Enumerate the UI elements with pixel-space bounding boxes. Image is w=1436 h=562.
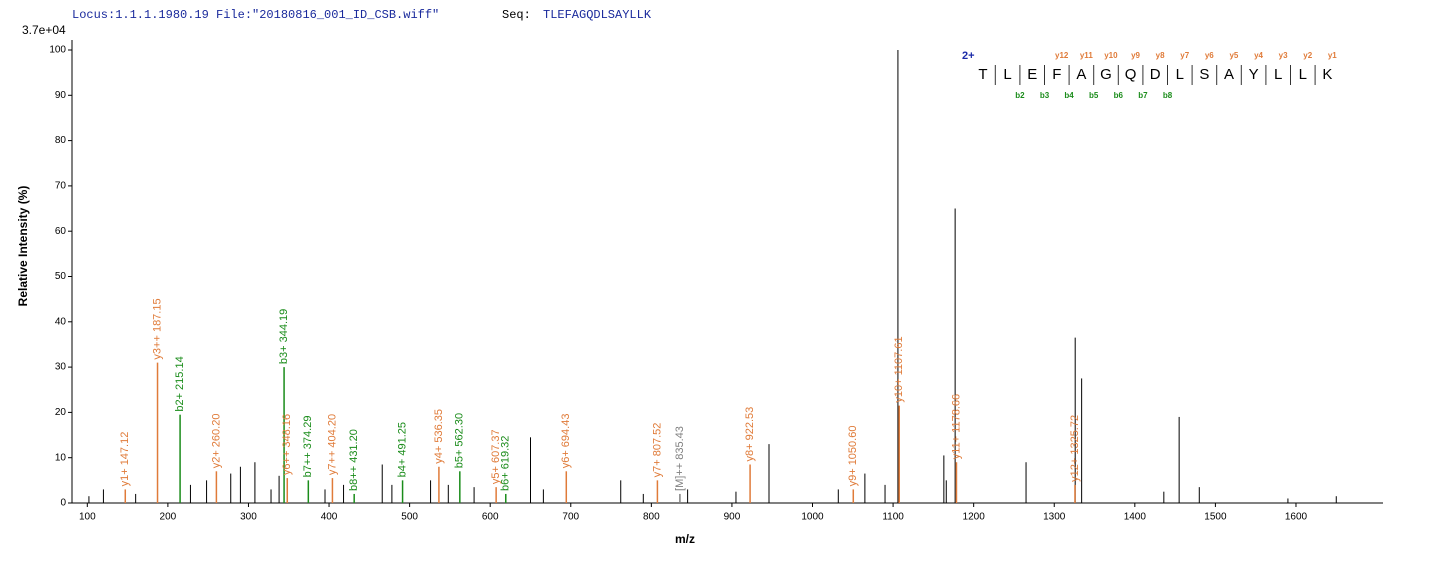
- peak-label: y6++ 348.16: [281, 414, 293, 475]
- x-tick-label: 1100: [882, 512, 904, 523]
- x-tick-label: 1400: [1124, 512, 1147, 523]
- x-tick-label: 700: [562, 512, 579, 523]
- y-tick-label: 0: [60, 498, 66, 509]
- x-tick-label: 200: [160, 512, 177, 523]
- x-tick-label: 900: [724, 512, 741, 523]
- peak-label: y1+ 147.12: [119, 432, 131, 487]
- x-tick-label: 500: [401, 512, 418, 523]
- b-ion: b5: [1089, 91, 1099, 100]
- y-ion: y5: [1229, 51, 1238, 60]
- y-tick-label: 50: [55, 271, 67, 282]
- y-ion: y3: [1279, 51, 1288, 60]
- b-ion: b6: [1114, 91, 1124, 100]
- residue: E: [1027, 66, 1037, 83]
- peak-label: y11+ 1178.66: [950, 394, 962, 459]
- peak-label: y7+ 807.52: [651, 423, 663, 478]
- b-ion: b7: [1138, 91, 1148, 100]
- y-ion: y12: [1055, 51, 1069, 60]
- y-tick-label: 40: [55, 316, 67, 327]
- x-tick-label: 1600: [1285, 512, 1308, 523]
- x-tick-label: 100: [79, 512, 96, 523]
- residue: S: [1199, 66, 1209, 83]
- y-ion: y9: [1131, 51, 1140, 60]
- peak-label: y6+ 694.43: [560, 414, 572, 469]
- b-ion: b4: [1064, 91, 1074, 100]
- y-ion: y6: [1205, 51, 1214, 60]
- seq-label: Seq:: [502, 8, 531, 22]
- residue: F: [1052, 66, 1061, 83]
- locus: Locus:1.1.1.1980.19 File:"20180816_001_I…: [72, 8, 439, 22]
- y-scale-label: 3.7e+04: [22, 23, 66, 37]
- x-tick-label: 1000: [801, 512, 824, 523]
- residue: D: [1150, 66, 1161, 83]
- y-ion: y7: [1180, 51, 1189, 60]
- y-tick-label: 20: [55, 407, 67, 418]
- residue: A: [1224, 66, 1234, 83]
- peak-label: y10+ 1107.61: [893, 336, 905, 402]
- peak-label: b7++ 374.29: [302, 416, 314, 478]
- y-ion: y8: [1156, 51, 1165, 60]
- peak-label: b8++ 431.20: [348, 429, 360, 491]
- peak-label: [M]++ 835.43: [674, 426, 686, 491]
- peak-label: y2+ 260.20: [210, 414, 222, 469]
- residue: A: [1076, 66, 1086, 83]
- x-tick-label: 1300: [1043, 512, 1066, 523]
- peak-label: y12+ 1325.72: [1069, 415, 1081, 482]
- residue: T: [978, 66, 987, 83]
- residue: L: [1299, 66, 1307, 83]
- charge: 2+: [962, 50, 975, 62]
- y-ion: y11: [1080, 51, 1093, 60]
- y-tick-label: 80: [55, 135, 67, 146]
- x-tick-label: 400: [321, 512, 338, 523]
- peak-label: y3++ 187.15: [151, 298, 163, 359]
- residue: Q: [1125, 66, 1137, 83]
- b-ion: b2: [1015, 91, 1025, 100]
- residue: Y: [1249, 66, 1259, 83]
- x-tick-label: 1500: [1204, 512, 1227, 523]
- peak-label: y5+ 607.37: [490, 429, 502, 484]
- y-tick-label: 60: [55, 226, 67, 237]
- peak-label: y7++ 404.20: [326, 414, 338, 475]
- peak-label: b5+ 562.30: [454, 413, 466, 468]
- y-axis-label: Relative Intensity (%): [16, 186, 30, 307]
- y-tick-label: 90: [55, 90, 67, 101]
- b-ion: b3: [1040, 91, 1050, 100]
- y-tick-label: 70: [55, 181, 67, 192]
- x-tick-label: 1200: [963, 512, 986, 523]
- peak-label: b6+ 619.32: [500, 436, 512, 491]
- y-ion: y4: [1254, 51, 1263, 60]
- x-tick-label: 600: [482, 512, 499, 523]
- seq: TLEFAGQDLSAYLLK: [543, 8, 652, 22]
- residue: L: [1176, 66, 1184, 83]
- peak-label: y9+ 1050.60: [847, 426, 859, 487]
- peak-label: y4+ 536.35: [433, 409, 445, 464]
- x-tick-label: 300: [240, 512, 257, 523]
- peak-label: b2+ 215.14: [174, 356, 186, 411]
- y-tick-label: 100: [49, 45, 66, 56]
- residue: G: [1100, 66, 1112, 83]
- peak-label: b4+ 491.25: [396, 422, 408, 477]
- peak-label: y8+ 922.53: [744, 407, 756, 462]
- y-ion: y10: [1104, 51, 1118, 60]
- x-axis-label: m/z: [675, 532, 695, 546]
- b-ion: b8: [1163, 91, 1173, 100]
- residue: L: [1274, 66, 1282, 83]
- y-tick-label: 30: [55, 362, 67, 373]
- peak-label: b3+ 344.19: [278, 309, 290, 364]
- residue: L: [1003, 66, 1011, 83]
- y-ion: y1: [1328, 51, 1337, 60]
- y-ion: y2: [1303, 51, 1312, 60]
- residue: K: [1322, 66, 1332, 83]
- x-tick-label: 800: [643, 512, 660, 523]
- y-tick-label: 10: [55, 452, 67, 463]
